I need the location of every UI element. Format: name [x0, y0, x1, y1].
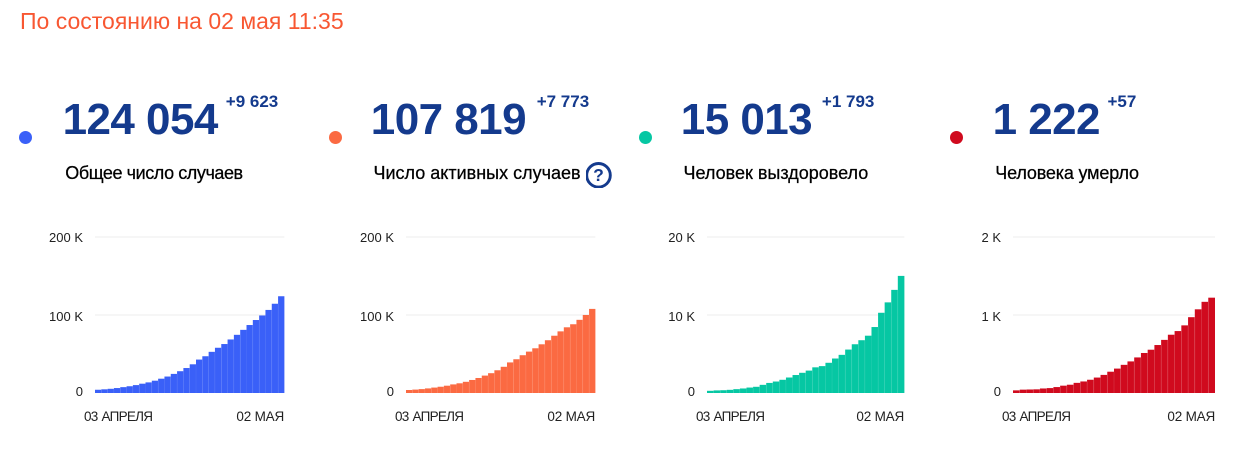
svg-text:?: ? [593, 165, 604, 185]
